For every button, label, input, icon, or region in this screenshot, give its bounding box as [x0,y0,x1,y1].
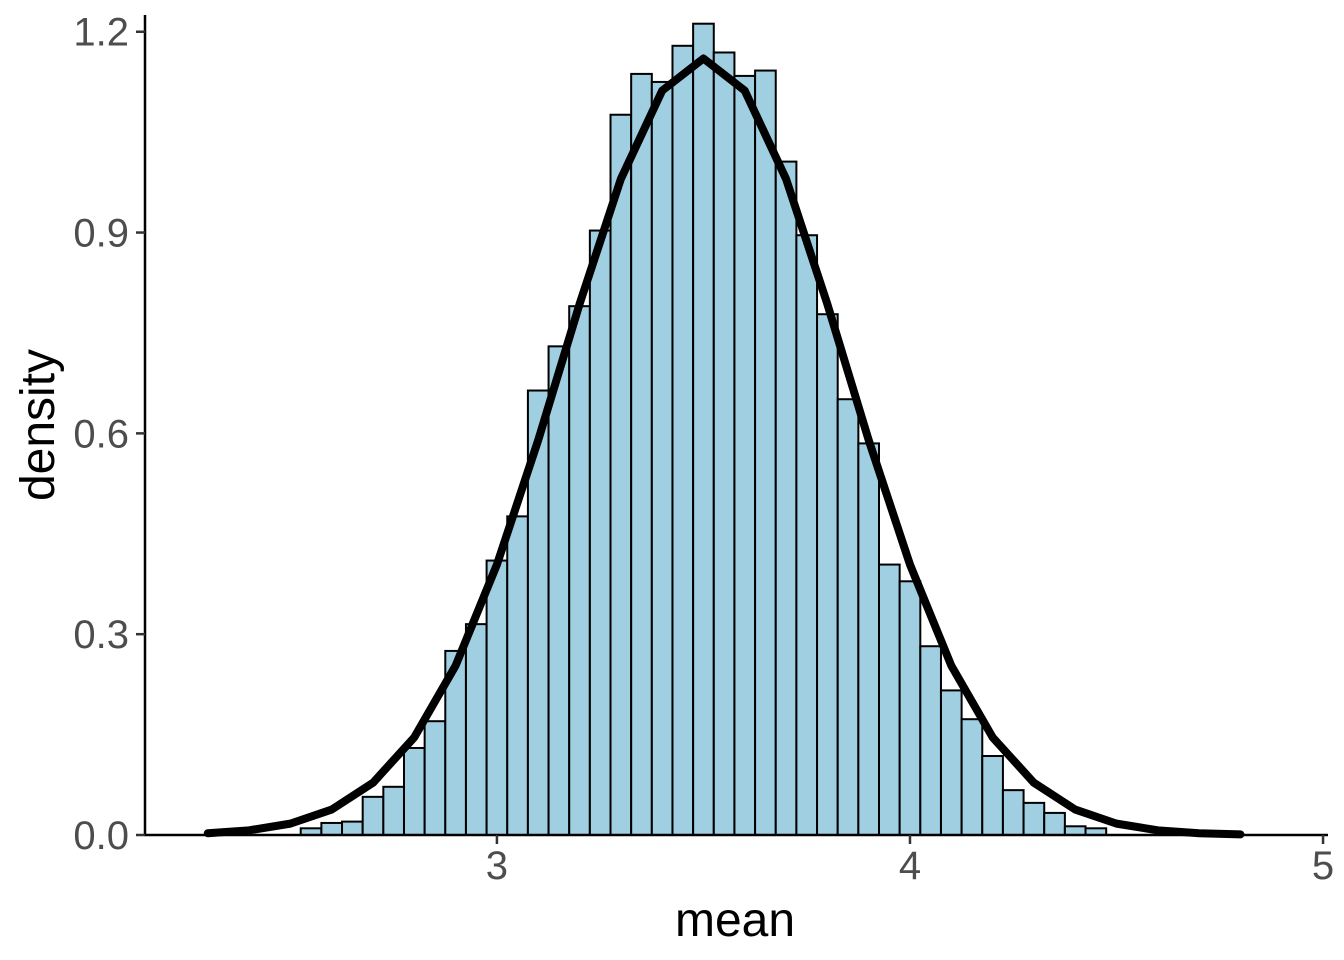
x-tick-label: 4 [899,844,921,888]
bar [898,580,922,837]
bar [547,345,571,836]
bar [939,689,963,836]
bar [609,113,633,837]
bar [692,22,715,837]
bar [671,44,695,837]
bar [1022,801,1046,836]
bar [382,785,405,836]
y-tick-label: 1.2 [73,11,129,55]
bar [1063,825,1087,837]
bar [1043,811,1066,837]
y-tick-label: 0.3 [73,613,129,657]
bar [423,720,447,837]
bar [754,69,777,836]
y-axis-title: density [12,349,65,501]
bar [857,442,881,836]
x-tick-label: 3 [486,844,508,888]
bar [650,80,674,836]
bar [960,718,984,837]
bar [464,623,488,837]
y-tick-label: 0.0 [73,814,129,858]
bar [361,795,385,837]
bar [320,821,344,837]
x-axis-title: mean [675,894,795,947]
bar [568,305,591,837]
bar [836,398,860,836]
bar [878,563,901,836]
bar [816,313,839,837]
bar [506,515,529,836]
bar [919,645,942,837]
bar [733,74,757,836]
bar [485,559,509,836]
density-curve [203,54,1245,839]
bar [588,229,612,837]
bar [402,746,426,837]
x-tick-label: 5 [1312,844,1334,888]
bar [341,820,364,836]
bar [1001,789,1025,836]
bar [795,234,819,836]
y-tick-label: 0.6 [73,412,129,456]
bar [712,51,736,836]
y-tick-label: 0.9 [73,212,129,256]
bar [981,755,1004,837]
bar [774,160,798,836]
bar [630,72,653,836]
